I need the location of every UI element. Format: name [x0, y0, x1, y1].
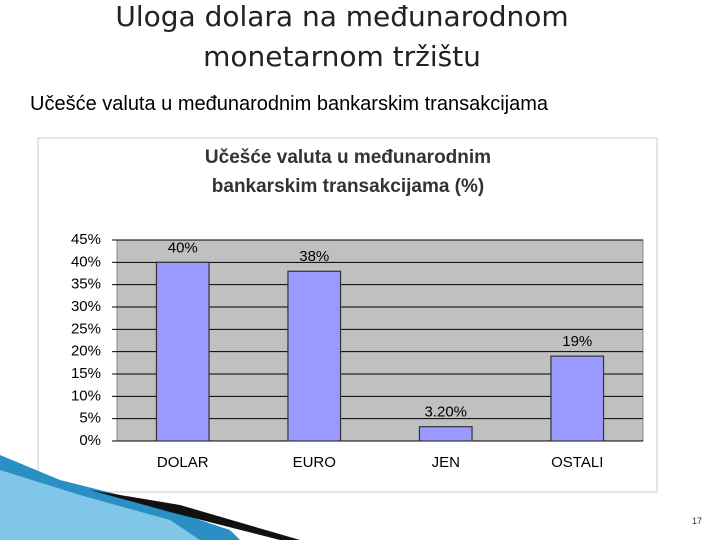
- y-tick-label: 15%: [71, 365, 101, 382]
- y-tick-label: 35%: [71, 276, 101, 293]
- y-tick-label: 20%: [71, 343, 101, 360]
- chart-title: Učešće valuta u međunarodnim: [205, 147, 491, 168]
- plot: 0% 5% 10% 15% 20% 25% 30% 35% 40% 45% DOLAR 40% EURO…: [71, 231, 643, 471]
- subtitle: Učešće valuta u međunarodnim bankarskim …: [30, 93, 549, 115]
- data-label: 3.20%: [424, 404, 467, 421]
- y-tick-label: 10%: [71, 387, 101, 404]
- slide-title: Uloga dolara na međunarodnom: [115, 0, 568, 33]
- bar: [418, 426, 473, 442]
- x-tick-label: JEN: [432, 454, 460, 471]
- data-label: 38%: [299, 248, 329, 265]
- bar: [287, 270, 342, 442]
- data-label: 19%: [562, 333, 592, 350]
- y-tick-label: 0%: [79, 432, 101, 449]
- chart-title: bankarskim transakcijama (%): [212, 176, 484, 197]
- x-tick-label: DOLAR: [157, 454, 209, 471]
- y-tick-label: 5%: [79, 410, 101, 427]
- x-tick-label: OSTALI: [551, 454, 603, 471]
- y-tick-label: 25%: [71, 320, 101, 337]
- y-tick-label: 40%: [71, 253, 101, 270]
- slide-title: monetarnom tržištu: [203, 40, 481, 73]
- bar: [155, 261, 210, 442]
- decoration: [90, 490, 300, 540]
- y-tick-label: 45%: [71, 231, 101, 248]
- decoration: [0, 470, 200, 540]
- x-tick-label: EURO: [293, 454, 336, 471]
- y-tick-label: 30%: [71, 298, 101, 315]
- page-number: 17: [692, 516, 702, 526]
- data-label: 40%: [168, 239, 198, 256]
- bar: [550, 355, 605, 442]
